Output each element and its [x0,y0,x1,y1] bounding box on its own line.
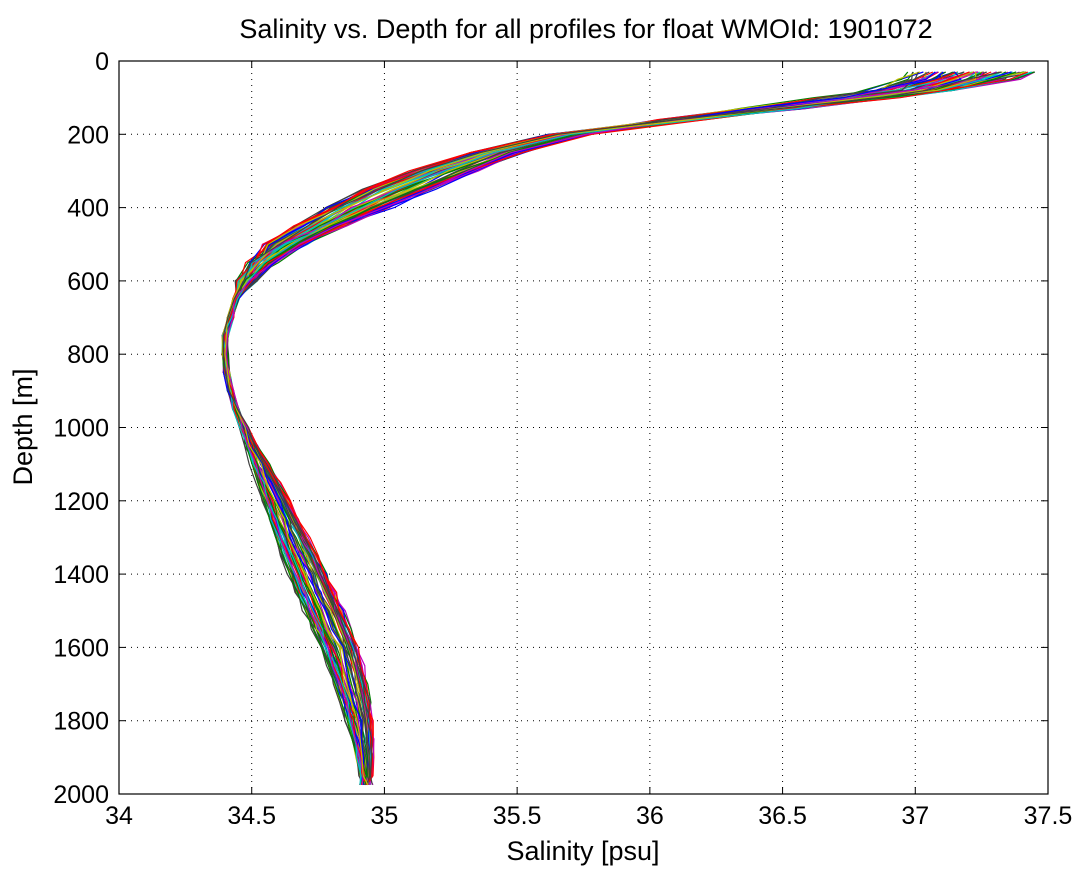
y-tick-label: 400 [67,195,109,223]
salinity-profile-line [222,71,936,785]
grid-lines [119,61,1048,794]
salinity-profile-line [226,71,919,785]
y-tick-label: 0 [95,48,109,76]
salinity-profile-line [222,71,927,785]
x-tick-label: 35 [371,802,399,830]
salinity-profile-line [221,71,914,785]
salinity-profile-line [223,71,946,785]
salinity-profile-line [222,71,985,785]
y-tick-label: 600 [67,268,109,296]
axis-ticks: 34 34.5 35 35.5 36 36.5 37 37.5 0 200 400 600 800 100… [53,48,1072,830]
salinity-profile-line [222,71,939,785]
salinity-profile-line [224,71,934,786]
salinity-profiles [221,71,1035,786]
salinity-profile-line [225,71,924,785]
salinity-profile-line [222,71,946,785]
y-axis-label: Depth [m] [8,368,38,485]
x-axis-label: Salinity [psu] [506,836,659,866]
chart-title: Salinity vs. Depth for all profiles for … [239,14,932,44]
y-tick-label: 1400 [53,561,109,589]
y-tick-label: 2000 [53,781,109,809]
x-tick-label: 36.5 [758,802,807,830]
y-tick-label: 1600 [53,634,109,662]
y-tick-label: 1200 [53,488,109,516]
salinity-profile-line [221,71,920,785]
y-tick-label: 1000 [53,415,109,443]
salinity-profile-line [223,71,1029,785]
salinity-profile-line [222,71,947,785]
y-tick-label: 200 [67,121,109,149]
salinity-profile-line [225,71,984,785]
salinity-profile-line [222,71,943,786]
salinity-profile-line [221,71,938,786]
x-tick-label: 37.5 [1024,802,1073,830]
salinity-profile-line [222,71,914,785]
salinity-profile-line [222,71,1035,785]
plot-area-frame [118,60,1049,795]
salinity-profile-line [222,71,1002,785]
y-tick-label: 1800 [53,708,109,736]
x-tick-label: 35.5 [493,802,542,830]
x-tick-label: 34 [105,802,133,830]
x-tick-label: 37 [901,802,929,830]
salinity-profile-line [221,71,909,785]
y-tick-label: 800 [67,341,109,369]
x-tick-label: 34.5 [227,802,276,830]
salinity-profile-line [224,71,977,786]
x-tick-label: 36 [636,802,664,830]
salinity-profile-line [221,71,926,785]
salinity-profile-line [223,71,936,785]
salinity-profile-line [222,71,1002,785]
